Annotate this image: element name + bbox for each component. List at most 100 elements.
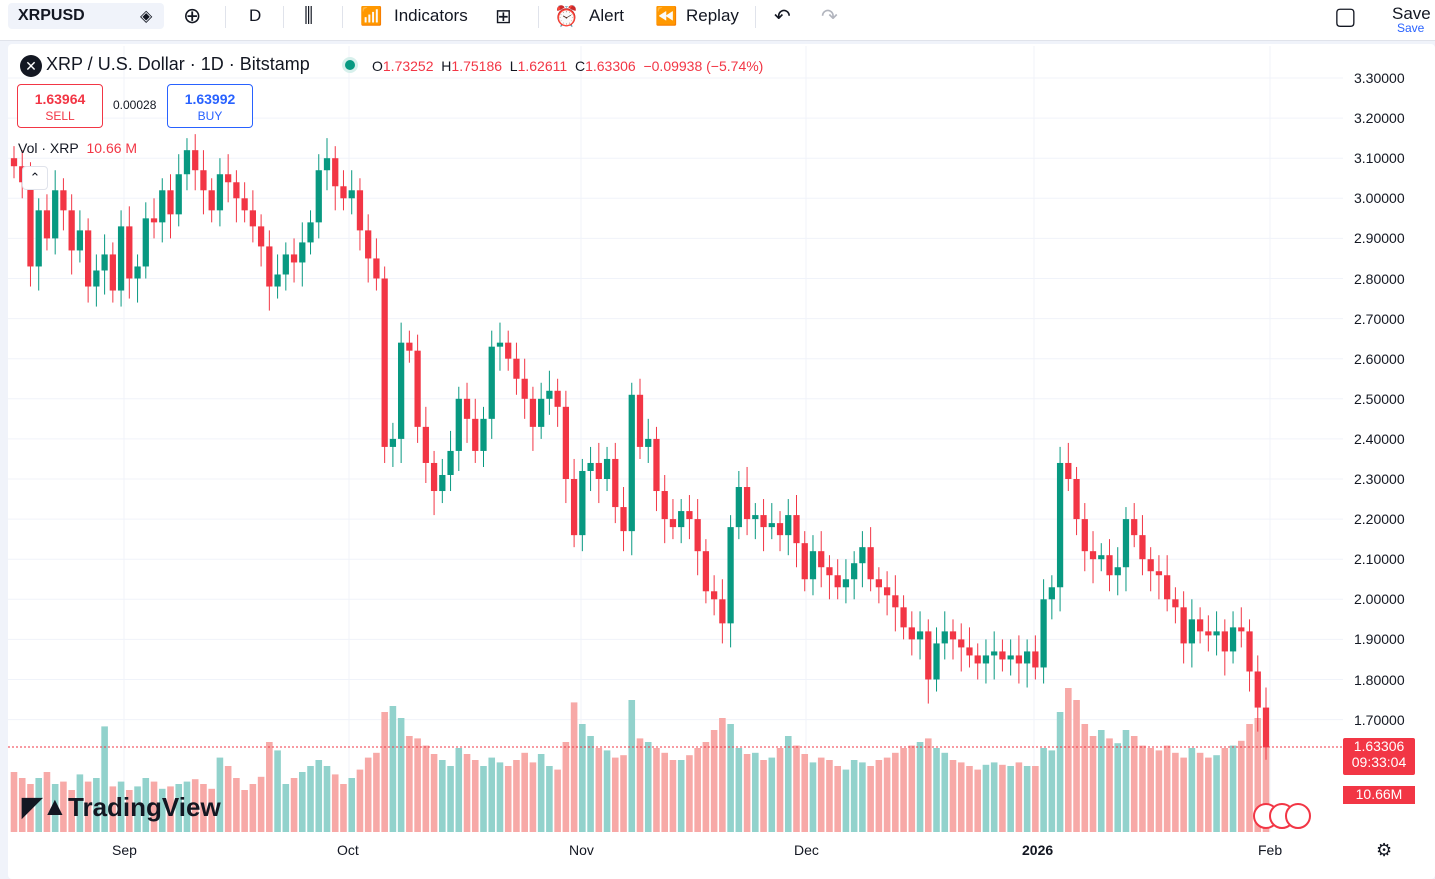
replay-icon[interactable]: ⏪ (655, 5, 678, 26)
candle-body (916, 631, 924, 640)
candle-body (949, 631, 957, 640)
volume-bar (719, 718, 726, 832)
volume-bars (10, 688, 1270, 832)
candle-body (406, 342, 413, 351)
volume-bar (735, 748, 743, 832)
buy-button[interactable]: 1.63992 BUY (167, 84, 253, 128)
symbol-label[interactable]: XRPUSD (18, 7, 85, 24)
volume-legend[interactable]: Vol · XRP 10.66 M (18, 140, 138, 156)
volume-bar (924, 738, 932, 832)
candle-body (1196, 619, 1204, 632)
events-flags-icon[interactable] (1253, 803, 1323, 829)
candle-body (1221, 631, 1228, 652)
candle-body (521, 378, 528, 399)
volume-bar (537, 754, 545, 832)
price-axis-label: 2.00000 (1354, 591, 1405, 608)
volume-bar (1130, 736, 1138, 832)
symbol-search-button[interactable] (8, 3, 164, 29)
price-axis-label: 3.00000 (1354, 190, 1405, 207)
volume-bar (694, 748, 701, 832)
save-sublabel[interactable]: Save (1397, 21, 1425, 35)
volume-bar (982, 764, 990, 832)
candle-body (398, 342, 405, 439)
candle-body (455, 398, 462, 451)
volume-bar (298, 772, 306, 832)
candle-body (282, 254, 289, 275)
candle-body (257, 226, 265, 247)
volume-bar (1007, 766, 1014, 832)
candle-body (480, 418, 487, 451)
price-axis-label: 2.70000 (1354, 310, 1405, 327)
alert-button[interactable]: Alert (589, 6, 624, 25)
candle-body (743, 487, 751, 520)
candle-body (365, 230, 372, 259)
volume-bar (216, 757, 224, 832)
candle-body (1048, 587, 1055, 600)
replay-button[interactable]: Replay (686, 6, 739, 25)
candle-body (35, 210, 42, 267)
candle-body (1106, 555, 1113, 576)
alert-icon[interactable]: ⏰ (554, 5, 579, 28)
sell-button[interactable]: 1.63964 SELL (17, 84, 103, 128)
volume-bar (68, 790, 75, 832)
volume-bar (480, 766, 487, 832)
candle-body (60, 190, 67, 211)
tradingview-logo: TradingView (68, 792, 221, 822)
candle-body (340, 186, 347, 199)
candles (10, 134, 1270, 760)
save-button[interactable]: Save (1392, 4, 1431, 23)
volume-bar (727, 724, 734, 832)
volume-bar (10, 772, 18, 832)
volume-bar (513, 760, 520, 832)
candle-body (719, 599, 726, 624)
candle-body (579, 470, 586, 536)
volume-bar (414, 738, 421, 832)
candle-body (702, 551, 710, 592)
market-status-icon (345, 60, 355, 70)
collapse-legend-button[interactable]: ⌃ (22, 166, 48, 190)
candle-body (356, 190, 364, 231)
redo-icon[interactable]: ↷ (821, 5, 838, 28)
candle-body (999, 651, 1006, 660)
volume-bar (1023, 766, 1031, 832)
volume-bar (1180, 757, 1187, 832)
indicators-icon[interactable]: 📶 (360, 5, 383, 26)
add-symbol-icon[interactable]: ⊕ (183, 3, 202, 28)
candle-body (875, 579, 882, 588)
volume-bar (290, 778, 298, 832)
fullscreen-icon[interactable]: ▢ (1334, 2, 1357, 30)
candle-body (422, 426, 429, 463)
candles-icon[interactable]: ⫼ (304, 4, 314, 27)
indicators-button[interactable]: Indicators (394, 6, 468, 25)
candle-body (851, 563, 858, 580)
candle-body (175, 174, 182, 215)
candle-body (636, 394, 644, 447)
interval-button[interactable]: D (249, 6, 262, 25)
volume-bar (1106, 738, 1113, 832)
price-axis-label: 1.70000 (1354, 711, 1405, 728)
candle-body (126, 226, 133, 279)
candle-body (554, 390, 561, 407)
volume-bar (661, 752, 669, 832)
volume-bar (1155, 750, 1163, 832)
layouts-icon[interactable]: ⊞ (495, 5, 512, 28)
candle-body (595, 462, 602, 479)
volume-bar (406, 736, 413, 832)
candle-body (76, 230, 84, 251)
candle-body (1205, 631, 1212, 636)
undo-icon[interactable]: ↶ (774, 5, 791, 28)
volume-bar (471, 760, 479, 832)
volume-bar (381, 712, 388, 832)
chart-settings-icon[interactable]: ⚙ (1376, 840, 1393, 860)
volume-bar (356, 769, 364, 832)
price-axis-label: 1.80000 (1354, 671, 1405, 688)
candle-body (1262, 707, 1270, 748)
diamond-icon[interactable]: ◈ (140, 8, 153, 25)
chart-title[interactable]: XRP / U.S. Dollar · 1D · Bitstamp (46, 54, 310, 74)
candle-body (27, 182, 34, 267)
volume-bar (908, 745, 916, 832)
volume-bar (439, 760, 446, 832)
candle-body (1164, 575, 1171, 600)
volume-bar (916, 742, 924, 832)
candle-body (183, 150, 191, 175)
